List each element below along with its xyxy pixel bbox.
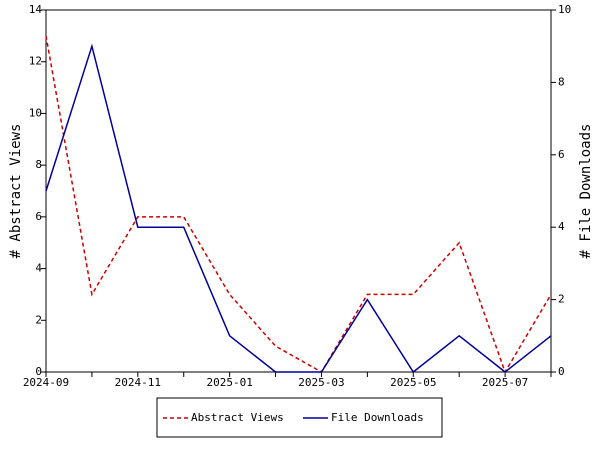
y2-tick-label: 6 <box>558 148 565 161</box>
x-tick-label: 2025-05 <box>390 376 436 389</box>
y2-tick-label: 0 <box>558 365 565 378</box>
x-tick-label: 2024-09 <box>23 376 69 389</box>
legend-box <box>156 397 443 438</box>
y2-tick-label: 10 <box>558 3 571 16</box>
y2-tick-label: 4 <box>558 220 565 233</box>
y-tick-label: 6 <box>35 210 42 223</box>
y2-axis-label: # File Downloads <box>578 124 594 259</box>
legend-label: File Downloads <box>331 411 424 424</box>
series-line <box>45 43 552 374</box>
y-tick-label: 8 <box>35 158 42 171</box>
y-tick-label: 10 <box>29 106 42 119</box>
x-tick-label: 2025-07 <box>482 376 528 389</box>
legend-label: Abstract Views <box>191 411 284 424</box>
y-tick-label: 0 <box>35 365 42 378</box>
x-tick-label: 2024-11 <box>115 376 161 389</box>
y2-tick-label: 2 <box>558 293 565 306</box>
y-axis-label: # Abstract Views <box>8 124 24 259</box>
x-tick-label: 2025-03 <box>298 376 344 389</box>
series-line <box>45 35 552 374</box>
y2-tick-label: 8 <box>558 75 565 88</box>
y-tick-label: 14 <box>29 3 43 16</box>
y-tick-label: 4 <box>35 262 42 275</box>
y-tick-label: 12 <box>29 55 42 68</box>
plot-frame <box>45 9 552 373</box>
y-tick-label: 2 <box>35 313 42 326</box>
x-tick-label: 2025-01 <box>206 376 252 389</box>
